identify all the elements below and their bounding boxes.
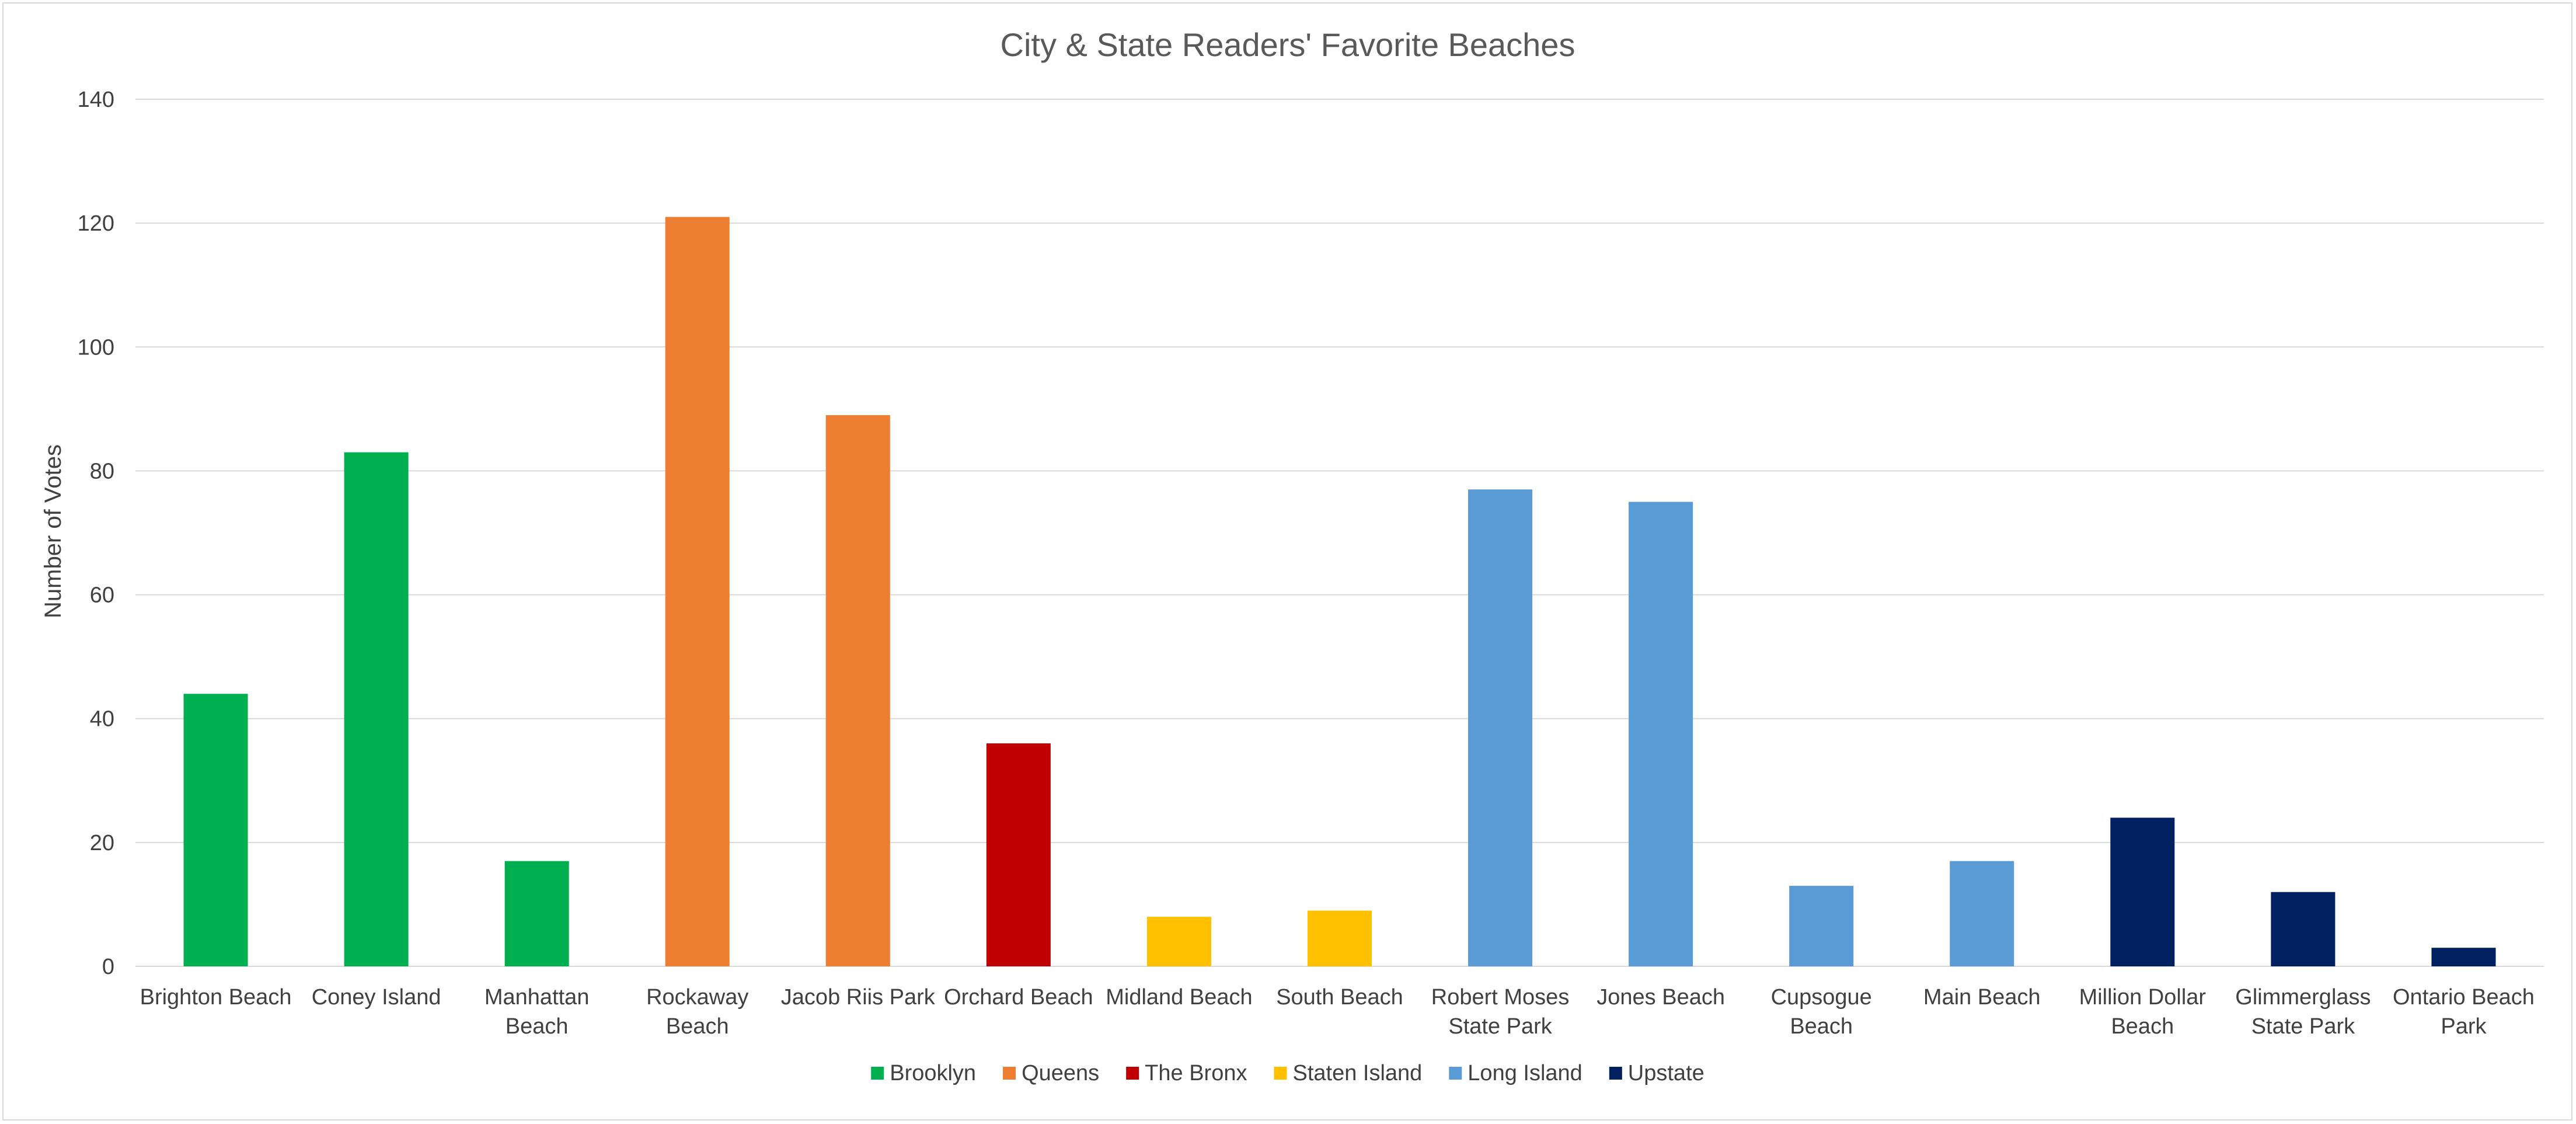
legend-swatch — [1126, 1067, 1139, 1080]
bar — [665, 217, 730, 967]
bar — [986, 743, 1051, 966]
bar — [1146, 917, 1211, 966]
x-tick-label: Rockaway — [646, 985, 748, 1010]
x-axis-ticks: Brighton Beach Coney Island Manhattan Beach… — [140, 985, 2535, 1039]
x-tick-label: Million Dollar — [2079, 985, 2206, 1010]
y-axis-ticks: 0 20 40 60 80 100 120 140 — [78, 88, 114, 979]
x-tick-label: Manhattan — [484, 985, 590, 1010]
y-tick-label: 80 — [90, 459, 114, 483]
x-tick-label: Orchard Beach — [944, 985, 1093, 1010]
legend-swatch — [1274, 1067, 1287, 1080]
x-tick-label: State Park — [2251, 1014, 2355, 1039]
x-tick-label: Brighton Beach — [140, 985, 292, 1010]
bar — [1629, 502, 1693, 966]
x-tick-label: State Park — [1448, 1014, 1552, 1039]
y-tick-label: 0 — [102, 955, 114, 979]
y-axis-title: Number of Votes — [40, 444, 66, 618]
x-tick-label: South Beach — [1276, 985, 1403, 1010]
bar — [2431, 948, 2496, 966]
x-tick-label: Beach — [1790, 1014, 1853, 1039]
x-tick-label: Cupsogue — [1771, 985, 1872, 1010]
chart-title: City & State Readers' Favorite Beaches — [1001, 26, 1575, 63]
y-tick-label: 40 — [90, 707, 114, 732]
legend-swatch — [1003, 1067, 1016, 1080]
y-tick-label: 140 — [78, 88, 114, 112]
bars — [183, 217, 2496, 967]
legend-label: Brooklyn — [890, 1061, 976, 1085]
x-tick-label: Midland Beach — [1106, 985, 1252, 1010]
legend-swatch — [871, 1067, 884, 1080]
legend-label: Long Island — [1467, 1061, 1582, 1085]
bar — [344, 452, 409, 966]
bar — [1789, 886, 1854, 966]
legend-label: Upstate — [1628, 1061, 1704, 1085]
legend-label: Queens — [1022, 1061, 1099, 1085]
bar — [2110, 817, 2175, 966]
legend-label: Staten Island — [1292, 1061, 1422, 1085]
bar — [183, 694, 248, 966]
x-tick-label: Beach — [506, 1014, 569, 1039]
x-tick-label: Coney Island — [312, 985, 441, 1010]
legend-label: The Bronx — [1145, 1061, 1247, 1085]
legend: Brooklyn Queens The Bronx Staten Island Long… — [871, 1061, 1704, 1085]
bar — [504, 861, 569, 966]
bar — [1307, 910, 1372, 966]
y-tick-label: 100 — [78, 335, 114, 360]
x-tick-label: Main Beach — [1923, 985, 2041, 1010]
gridlines — [135, 99, 2544, 967]
x-tick-label: Jones Beach — [1597, 985, 1725, 1010]
x-tick-label: Beach — [666, 1014, 729, 1039]
bar — [1950, 861, 2014, 966]
y-tick-label: 60 — [90, 583, 114, 608]
legend-swatch — [1449, 1067, 1462, 1080]
legend-swatch — [1609, 1067, 1622, 1080]
x-tick-label: Jacob Riis Park — [781, 985, 936, 1010]
y-tick-label: 20 — [90, 831, 114, 855]
x-tick-label: Glimmerglass — [2235, 985, 2371, 1010]
bar — [825, 415, 890, 966]
bar — [2271, 892, 2336, 966]
x-tick-label: Ontario Beach — [2393, 985, 2535, 1010]
bar — [1468, 489, 1533, 966]
x-tick-label: Beach — [2111, 1014, 2174, 1039]
y-tick-label: 120 — [78, 211, 114, 236]
x-tick-label: Park — [2441, 1014, 2487, 1039]
x-tick-label: Robert Moses — [1431, 985, 1570, 1010]
